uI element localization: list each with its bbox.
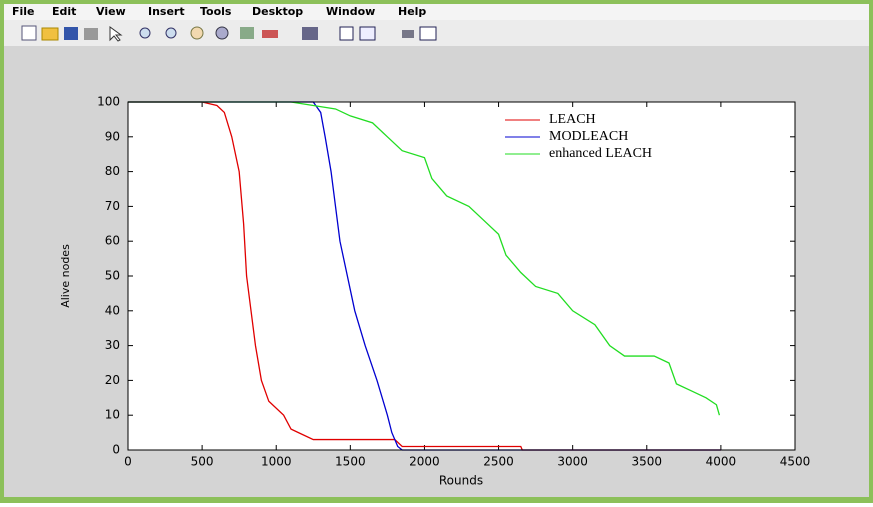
icon-brush[interactable] (262, 30, 278, 38)
axes-box (127, 101, 796, 451)
icon-zoom-out[interactable] (165, 27, 177, 39)
x-axis-label: Rounds (439, 474, 483, 488)
icon-link[interactable] (302, 27, 318, 40)
menu-bar (4, 4, 869, 20)
legend-label: enhanced LEACH (549, 146, 652, 161)
y-tick-label: 10 (105, 408, 120, 422)
series-line (128, 101, 721, 451)
legend-label: MODLEACH (549, 129, 628, 144)
menu-item[interactable]: File (12, 5, 35, 18)
x-tick-label: 4500 (780, 455, 811, 469)
y-tick-label: 40 (105, 303, 120, 317)
x-tick-label: 4000 (706, 455, 737, 469)
menu-items: File Edit View Insert Tools Desktop Window Help (12, 5, 426, 18)
x-tick-label: 3500 (632, 455, 663, 469)
y-tick-label: 50 (105, 269, 120, 283)
icon-save[interactable] (64, 27, 78, 40)
icon-new[interactable] (21, 25, 37, 41)
x-tick-label: 0 (124, 455, 132, 469)
menu-item[interactable]: Insert (148, 5, 185, 18)
y-tick-label: 100 (97, 95, 120, 109)
y-tick-label: 90 (105, 129, 120, 143)
x-tick-label: 1500 (335, 455, 366, 469)
y-axis-label: Alive nodes (59, 244, 72, 308)
series-line (128, 101, 721, 416)
menu-item[interactable]: Desktop (252, 5, 303, 18)
icon-hide-tools[interactable] (402, 30, 414, 38)
menu-item[interactable]: Tools (200, 5, 232, 18)
icon-datacursor[interactable] (240, 27, 254, 39)
icon-zoom-in[interactable] (139, 27, 151, 39)
icon-open[interactable] (41, 27, 59, 41)
menu-item[interactable]: Edit (52, 5, 76, 18)
x-tick-label: 1000 (261, 455, 292, 469)
series-line (128, 101, 721, 451)
icon-colorbar[interactable] (339, 26, 354, 41)
icon-legend[interactable] (359, 26, 376, 41)
menu-item[interactable]: Window (326, 5, 375, 18)
x-tick-label: 500 (191, 455, 214, 469)
x-tick-label: 2000 (409, 455, 440, 469)
icon-show-tools[interactable] (419, 26, 437, 41)
y-tick-label: 20 (105, 373, 120, 387)
x-tick-label: 2500 (483, 455, 514, 469)
y-tick-label: 70 (105, 199, 120, 213)
icon-rotate[interactable] (215, 26, 229, 40)
toolbar-icons (21, 25, 437, 42)
y-tick-label: 80 (105, 164, 120, 178)
plot-area (128, 102, 795, 450)
menu-item[interactable]: View (96, 5, 126, 18)
y-tick-label: 0 (112, 443, 120, 457)
icon-print[interactable] (84, 28, 98, 40)
legend-label: LEACH (549, 112, 596, 127)
icon-pointer[interactable] (109, 26, 123, 42)
y-tick-label: 30 (105, 338, 120, 352)
y-tick-label: 60 (105, 234, 120, 248)
menu-item[interactable]: Help (398, 5, 426, 18)
icon-pan[interactable] (190, 26, 204, 40)
plot: 0 500 1000 1500 2000 2500 3000 3500 4000 4500 0 10 2… (97, 95, 810, 469)
x-tick-label: 3000 (557, 455, 588, 469)
